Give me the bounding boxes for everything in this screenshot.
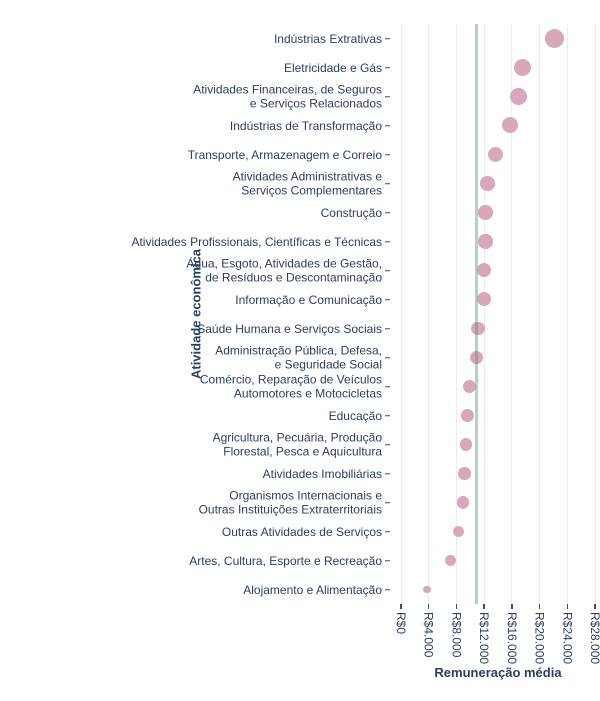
data-point[interactable] [477,263,492,278]
category-label: Indústrias de Transformação [229,118,382,133]
y-axis-tick [385,530,390,533]
category-label: Organismos Internacionais e Outras Insti… [198,488,382,517]
category-label: Indústrias Extrativas [273,31,382,46]
x-axis-tick [400,604,402,609]
category-label: Atividades Administrativas e Serviços Co… [232,169,382,198]
category-label: Alojamento e Alimentação [243,582,382,597]
x-gridline [594,24,596,604]
data-point[interactable] [510,88,528,105]
data-point[interactable] [501,117,518,134]
x-tick-label: R$4.000 [421,612,436,658]
y-axis-tick [385,66,390,69]
x-tick-label: R$0 [394,612,408,635]
data-point[interactable] [463,380,476,393]
x-axis-tick [511,604,513,609]
data-point[interactable] [458,467,471,480]
y-axis-tick [385,472,390,475]
y-axis-tick [385,559,390,562]
x-tick-label: R$16.000 [504,612,519,665]
x-tick-label: R$24.000 [560,612,575,665]
category-label: Informação e Comunicação [235,292,382,307]
y-axis-title: Atividade econômica [188,248,204,380]
x-tick-label: R$28.000 [588,612,600,665]
y-axis-tick [385,37,390,40]
data-point[interactable] [544,29,564,48]
data-point[interactable] [477,292,492,307]
data-point[interactable] [469,350,483,365]
y-axis-tick [385,443,390,446]
category-label: Atividades Profissionais, Científicas e … [131,234,382,249]
x-tick-label: R$12.000 [477,612,492,665]
y-axis-tick [385,153,390,156]
y-axis-tick [385,327,390,330]
data-point[interactable] [478,205,493,220]
category-label: Atividades Financeiras, de Seguros e Ser… [193,82,382,111]
x-tick-label: R$20.000 [532,612,547,665]
y-axis-tick [385,588,390,591]
x-gridline [511,24,513,604]
y-axis-tick [385,182,390,185]
data-point[interactable] [459,438,472,451]
y-axis-tick [385,240,390,243]
data-point[interactable] [444,555,456,566]
category-label: Comércio, Reparação de Veículos Automoto… [199,372,382,401]
category-label: Educação [328,408,382,423]
category-label: Água, Esgoto, Atividades de Gestão, de R… [186,256,382,285]
x-gridline [566,24,568,604]
x-axis-tick [566,604,569,609]
x-gridline [428,24,430,604]
data-point[interactable] [480,176,495,191]
data-point[interactable] [471,321,485,336]
category-label: Construção [320,205,382,220]
x-axis-title: Remuneração média [434,665,562,680]
y-axis-tick [385,211,390,214]
category-label: Saúde Humana e Serviços Sociais [197,321,382,336]
data-point[interactable] [478,234,493,249]
category-label: Transporte, Armazenagem e Correio [187,147,382,162]
x-axis-tick [483,604,485,609]
x-tick-label: R$8.000 [449,612,464,658]
y-axis-tick [385,501,390,504]
x-gridline [539,24,541,604]
category-label: Agricultura, Pecuária, Produção Floresta… [212,430,382,459]
x-axis-tick [594,604,596,609]
y-axis-tick [385,385,390,388]
data-point[interactable] [488,147,504,162]
category-label: Administração Pública, Defesa, e Segurid… [215,343,382,372]
y-axis-tick [385,124,390,127]
reference-line [474,24,478,604]
category-label: Outras Atividades de Serviços [221,524,382,539]
data-point[interactable] [423,585,432,594]
y-axis-tick [385,356,390,359]
x-axis-tick [455,604,458,609]
x-gridline [483,24,485,604]
data-point[interactable] [457,496,470,509]
x-gridline [400,24,402,604]
x-axis-tick [538,604,541,609]
category-label: Eletricidade e Gás [283,60,382,75]
x-gridline [455,24,457,604]
data-point[interactable] [461,409,474,422]
data-point[interactable] [513,59,531,76]
data-point[interactable] [452,525,465,538]
y-axis-tick [385,95,390,98]
category-label: Atividades Imobiliárias [262,466,382,481]
x-axis-tick [427,604,430,609]
y-axis-tick [385,298,390,301]
y-axis-tick [385,269,390,272]
y-axis-tick [385,414,390,417]
category-label: Artes, Cultura, Esporte e Recreação [189,553,382,568]
